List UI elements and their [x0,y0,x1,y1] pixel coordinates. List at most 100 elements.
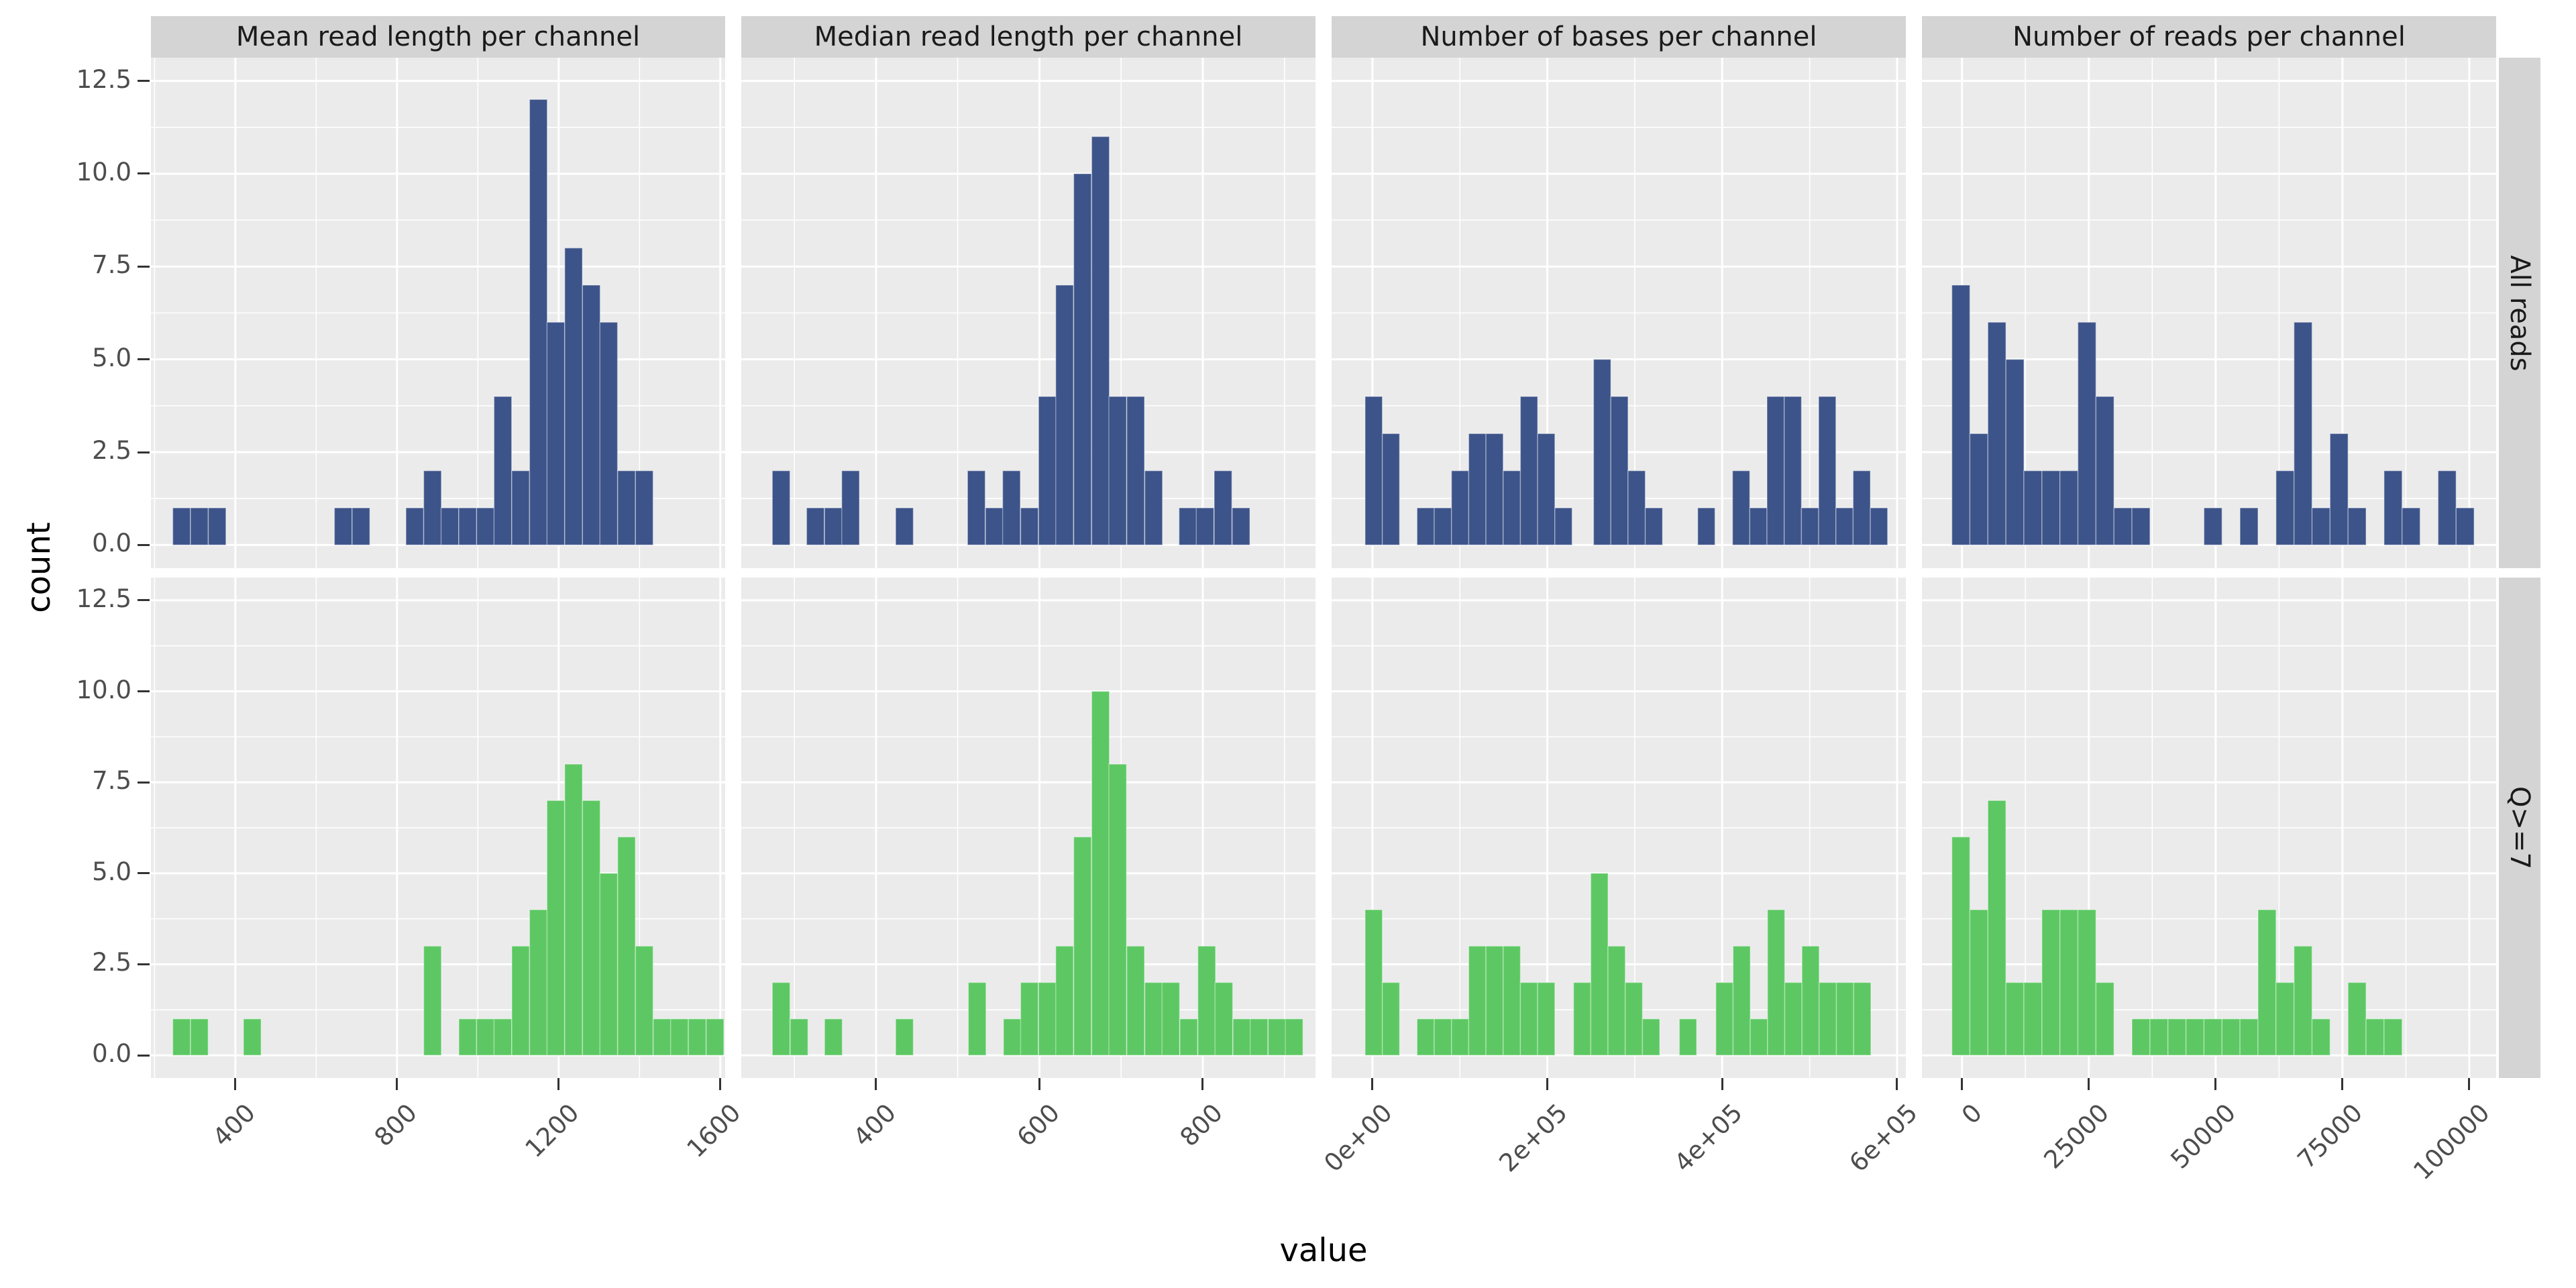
x-tick-label: 75000 [2292,1098,2369,1175]
histogram-bar [1715,981,1734,1056]
histogram-bar [967,981,987,1056]
x-tick-label: 800 [368,1098,423,1152]
histogram-bar [529,909,548,1056]
histogram-bar [1951,836,1971,1056]
histogram-bar [423,470,442,546]
y-tick-label: 7.5 [92,766,131,796]
histogram-bar [806,507,825,546]
histogram-bar [2293,321,2313,546]
y-tick-label: 12.5 [76,64,131,94]
histogram-bar [511,945,530,1056]
histogram-bar [705,1018,724,1056]
histogram-bar [2131,1018,2151,1056]
histogram-bar [2041,909,2061,1056]
x-tick-label: 4e+05 [1668,1098,1748,1178]
histogram-bar [2365,1018,2385,1056]
histogram-bar [1853,981,1872,1056]
histogram-bar [2239,1018,2259,1056]
histogram-bar [1969,433,1989,546]
histogram-bar [440,507,460,546]
histogram-bar [1519,981,1538,1056]
histogram-bar [1144,470,1163,546]
histogram-bar [1870,507,1888,546]
histogram-bar [1503,945,1521,1056]
histogram-bar [1731,470,1751,546]
panel-q-7-col3 [1922,578,2496,1078]
histogram-bar [1416,507,1435,546]
histogram-bar [1214,470,1233,546]
histogram-bar [985,507,1004,546]
facet-strip-top-label: Number of reads per channel [2012,21,2406,52]
x-tick-mark [1721,1078,1723,1090]
histogram-bar [2059,470,2079,546]
x-tick-label: 800 [1175,1098,1229,1152]
x-tick-mark [1371,1078,1374,1090]
histogram-bar [1126,396,1145,546]
histogram-bar [2293,945,2313,1056]
histogram-bar [333,507,353,546]
facet-strip-right-label: Q>=7 [2504,786,2535,869]
histogram-bar [1750,1018,1768,1056]
x-axis-title: value [1279,1232,1368,1269]
histogram-bar [1364,909,1383,1056]
x-tick-mark [234,1078,237,1090]
panel-all-reads-col1 [741,58,1316,568]
x-tick-label: 100000 [2408,1098,2496,1186]
histogram-bar [635,470,654,546]
histogram-bar [617,470,636,546]
x-tick-label: 1200 [519,1098,585,1163]
histogram-bar [1784,981,1803,1056]
histogram-bar [824,507,843,546]
histogram-bar [2095,396,2114,546]
y-tick-mark [138,543,150,546]
facet-strip-right [2499,578,2540,1078]
facet-strip-top: Median read length per channel [741,16,1316,58]
histogram-bar [1468,945,1487,1056]
histogram-bar [243,1018,262,1056]
histogram-bar [1610,396,1629,546]
histogram-bar [2402,507,2421,546]
facet-strip-top: Mean read length per channel [151,16,725,58]
x-tick-mark [2214,1078,2217,1090]
histogram-bar [2311,507,2331,546]
histogram-bar [1091,690,1110,1056]
y-tick-label: 7.5 [92,250,131,280]
y-tick-mark [138,80,150,83]
x-tick-mark [875,1078,877,1090]
y-axis-title: count [20,522,58,613]
histogram-bar [2257,909,2277,1056]
y-tick-label: 10.0 [76,675,131,704]
histogram-bar [1987,800,2006,1056]
histogram-bar [2167,1018,2187,1056]
histogram-bar [1642,1018,1660,1056]
x-tick-mark [2088,1078,2090,1090]
y-tick-mark [138,872,150,875]
histogram-bar [790,1018,809,1056]
histogram-bar [2077,909,2097,1056]
histogram-bar [190,1018,209,1056]
facet-strip-top-label: Median read length per channel [814,21,1243,52]
histogram-bar [1969,909,1989,1056]
y-tick-label: 0.0 [92,529,131,558]
histogram-bar [771,470,791,546]
y-tick-mark [138,963,150,965]
x-tick-mark [557,1078,560,1090]
histogram-bar [529,99,548,546]
histogram-bar [824,1018,843,1056]
x-tick-mark [2468,1078,2471,1090]
histogram-bar [1819,981,1837,1056]
histogram-bar [493,396,513,546]
histogram-bar [1434,507,1452,546]
histogram-bar [1519,396,1538,546]
histogram-bar [1644,507,1663,546]
histogram-bar [1003,1018,1022,1056]
facet-strip-top-label: Mean read length per channel [235,21,641,52]
histogram-bar [1987,321,2006,546]
y-tick-label: 0.0 [92,1039,131,1069]
panel-all-reads-col2 [1332,58,1906,568]
histogram-bar [1285,1018,1303,1056]
facet-strip-right [2499,58,2540,568]
x-tick-label: 400 [847,1098,902,1152]
histogram-bar [617,836,636,1056]
